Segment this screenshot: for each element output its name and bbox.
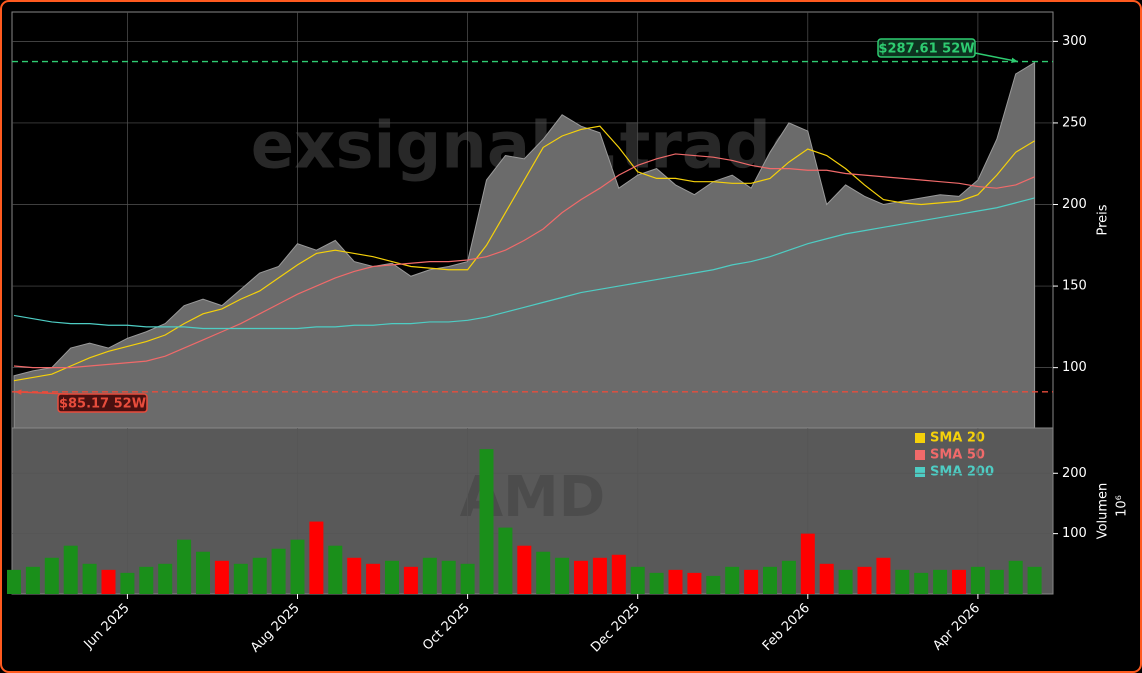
y-tick-label: 100: [1062, 360, 1087, 375]
y-axis-label: Preis: [1096, 204, 1111, 235]
price-area: [13, 61, 1036, 429]
volume-bar: [290, 539, 305, 594]
volume-bar: [630, 566, 645, 594]
volume-bar: [252, 557, 267, 594]
volume-bar: [479, 449, 494, 594]
volume-bar: [744, 569, 759, 594]
volume-bar: [517, 545, 532, 594]
volume-bar: [44, 557, 59, 594]
sma-line: [13, 125, 1035, 382]
volume-bar: [422, 557, 437, 594]
volume-bar: [574, 560, 588, 594]
legend-label: SMA 200: [930, 465, 994, 480]
volume-bar: [668, 569, 683, 594]
y-tick-label: 150: [1062, 279, 1087, 294]
y-tick-label: 200: [1062, 197, 1087, 212]
volume-bar: [838, 569, 853, 594]
volume-bar: [763, 566, 777, 594]
legend-swatch: [915, 467, 925, 477]
volume-bar: [328, 545, 343, 594]
y-tick-label: 250: [1062, 115, 1087, 130]
volume-bar: [139, 566, 154, 594]
annotation-text: $287.61 52W: [878, 42, 974, 57]
sma-line: [13, 153, 1035, 369]
volume-bar: [970, 566, 985, 594]
volume-bar: [857, 566, 872, 594]
y-tick-label: 100: [1062, 526, 1087, 541]
volume-bar: [196, 551, 210, 594]
volume-bar: [233, 563, 248, 594]
volume-bar: [555, 557, 570, 594]
volume-bar: [914, 572, 929, 594]
annotation-text: $85.17 52W: [59, 397, 146, 412]
arrow-head: [1011, 57, 1018, 63]
volume-bar: [214, 560, 229, 594]
volume-bar: [25, 566, 40, 594]
volume-bar: [649, 572, 664, 594]
volume-bar: [7, 569, 21, 594]
annotation-arrow: [14, 391, 69, 395]
volume-bar: [819, 563, 834, 594]
volume-bar: [895, 569, 910, 594]
volume-bar: [177, 539, 192, 594]
volume-bar: [952, 569, 966, 594]
y-axis-label: Volumen: [1096, 483, 1111, 540]
volume-bar: [385, 560, 399, 594]
sma-line: [13, 197, 1035, 330]
volume-bar: [706, 575, 721, 594]
legend-swatch: [915, 433, 925, 443]
y-axis-unit: 10⁶: [1115, 495, 1130, 517]
volume-bar: [781, 560, 796, 594]
legend-swatch: [915, 450, 925, 460]
volume-bar: [366, 563, 381, 594]
arrow-head: [15, 389, 22, 395]
volume-bar: [441, 560, 456, 594]
volume-bar: [460, 563, 475, 594]
volume-bar: [158, 563, 173, 594]
volume-bar: [309, 521, 324, 594]
legend-label: SMA 20: [930, 431, 985, 446]
volume-bar: [82, 563, 97, 594]
volume-bar: [347, 557, 362, 594]
y-tick-label: 200: [1062, 466, 1087, 481]
volume-bar: [101, 569, 116, 594]
annotation-box: [877, 38, 976, 58]
volume-bar: [63, 545, 78, 594]
annotation-box: [57, 393, 148, 413]
volume-bar: [1008, 560, 1023, 594]
annotation-arrow: [974, 52, 1019, 63]
volume-bar: [989, 569, 1004, 594]
volume-bar: [876, 557, 891, 594]
volume-bar: [498, 527, 513, 594]
volume-bar: [536, 551, 551, 594]
y-tick-label: 300: [1062, 34, 1087, 49]
volume-bar: [403, 566, 418, 594]
volume-bar: [120, 572, 135, 594]
volume-bar: [725, 566, 740, 594]
volume-bar: [1027, 566, 1042, 594]
volume-bar: [687, 572, 702, 594]
volume-bar: [592, 557, 607, 594]
legend-label: SMA 50: [930, 448, 985, 463]
volume-bar: [933, 569, 948, 594]
volume-bar: [271, 548, 286, 594]
volume-bar: [800, 533, 815, 594]
volume-bar: [611, 554, 626, 594]
